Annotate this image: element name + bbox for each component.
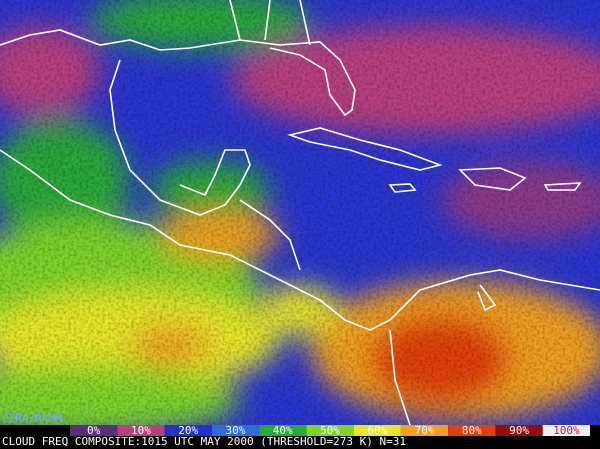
legend-label: 20%: [178, 424, 198, 437]
source-label: CIRA/RAMM: [2, 412, 62, 425]
legend-label: 90%: [509, 424, 529, 437]
legend-swatch: [259, 425, 307, 436]
legend-swatch: [211, 425, 260, 436]
legend-swatch: [448, 425, 496, 436]
legend-label: 0%: [87, 424, 101, 437]
legend-label: 50%: [320, 424, 340, 437]
legend-swatch: [400, 425, 449, 436]
legend-label: 100%: [553, 424, 580, 437]
coastlines: [0, 0, 600, 425]
legend-label: 80%: [462, 424, 482, 437]
legend: 0% 10% 20% 30% 40% 50% 60% 70% 80% 90% 100%: [70, 424, 590, 437]
legend-swatch: [164, 425, 212, 436]
legend-swatch: [353, 425, 401, 436]
legend-swatch: [70, 425, 118, 436]
legend-label: 10%: [131, 424, 151, 437]
legend-swatch: [306, 425, 354, 436]
legend-label: 70%: [415, 424, 435, 437]
legend-swatch: [495, 425, 543, 436]
legend-label: 60%: [367, 424, 387, 437]
legend-swatch: [117, 425, 165, 436]
caption: CLOUD FREQ COMPOSITE:1015 UTC MAY 2000 (…: [2, 435, 406, 448]
legend-label: 30%: [226, 424, 246, 437]
legend-swatch: [542, 425, 590, 436]
cloud-field: [0, 0, 600, 425]
legend-label: 40%: [273, 424, 293, 437]
